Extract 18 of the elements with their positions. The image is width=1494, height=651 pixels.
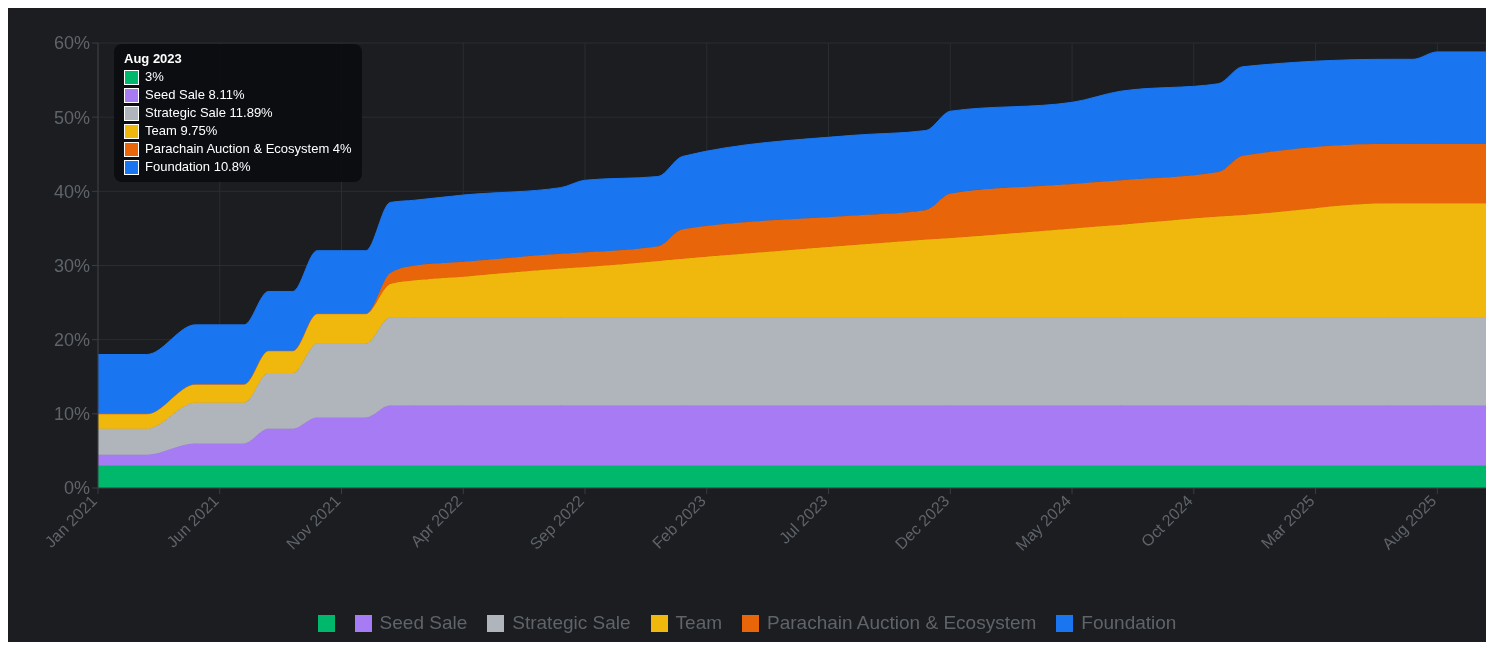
- annotation: Team 9.75%: [145, 122, 218, 140]
- legend-label: Parachain Auction & Ecosystem: [767, 612, 1037, 634]
- legend-label: Seed Sale: [379, 612, 468, 634]
- annotation: Strategic Sale 11.89%: [145, 104, 273, 122]
- y-tick-label: 10%: [53, 404, 90, 425]
- annotation: Foundation 10.8%: [145, 158, 251, 176]
- annotation: Parachain Auction & Ecosystem 4%: [145, 140, 352, 158]
- y-tick-label: 50%: [53, 107, 90, 128]
- y-tick-label: 30%: [53, 255, 90, 276]
- annotation: Seed Sale 8.11%: [145, 86, 245, 104]
- y-tick-label: 20%: [53, 330, 90, 351]
- legend-label: Strategic Sale: [512, 612, 631, 634]
- legend-label: Team: [675, 612, 723, 634]
- y-tick-label: 40%: [53, 181, 90, 202]
- y-tick-label: 60%: [53, 33, 90, 54]
- annotation: Aug 2023: [124, 50, 183, 68]
- annotation: 3%: [145, 68, 164, 86]
- legend-label: Foundation: [1081, 612, 1177, 634]
